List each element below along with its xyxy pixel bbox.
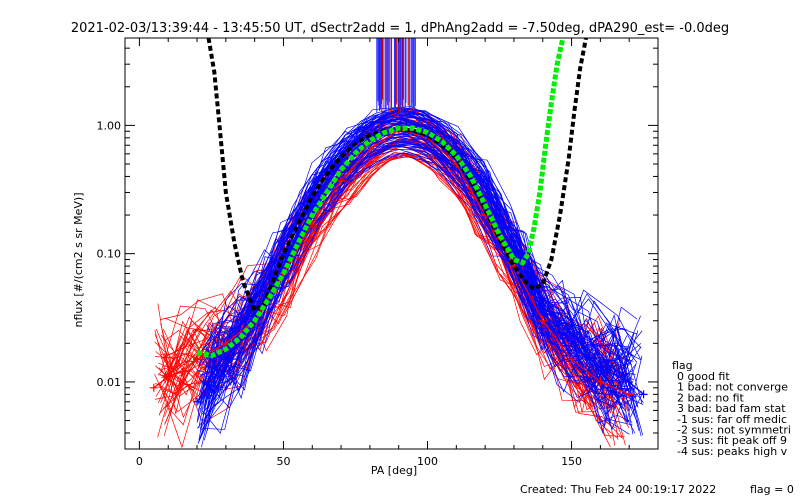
- data-point: [625, 390, 634, 399]
- x-tick-label: 150: [561, 455, 582, 468]
- x-tick-label: 0: [136, 455, 143, 468]
- trace-fan-blue: [196, 106, 644, 448]
- legend-entry: -3 sus: fit peak off 9: [677, 434, 787, 447]
- data-point: [596, 363, 605, 372]
- x-tick-label: 50: [276, 455, 290, 468]
- data-point: [149, 383, 158, 392]
- y-tick-label: 0.10: [97, 248, 122, 261]
- data-point: [221, 355, 230, 364]
- trace-fan-red: [154, 107, 630, 449]
- trace-line: [198, 113, 635, 390]
- legend-entry: -2 sus: not symmetri: [677, 424, 791, 437]
- data-point: [193, 397, 202, 406]
- y-axis-label: nflux [#/(cm2 s sr MeV)]: [72, 193, 85, 328]
- trace-line: [203, 149, 631, 409]
- trace-line: [198, 110, 628, 370]
- data-point: [193, 355, 202, 364]
- fit-curve-green: [196, 38, 566, 359]
- x-tick-label: 100: [417, 455, 438, 468]
- legend-entry: -1 sus: far off medic: [677, 413, 787, 426]
- trace-line: [198, 114, 628, 388]
- axes: 0 50 100 150 0.01 0.10 1.00: [97, 37, 659, 468]
- trace-line: [198, 144, 638, 443]
- data-point: [567, 355, 576, 364]
- data-point: [567, 339, 576, 348]
- data-point: [337, 176, 346, 185]
- trace-line: [155, 152, 623, 439]
- data-point: [596, 377, 605, 386]
- y-tick-label: 0.01: [97, 376, 122, 389]
- data-point: [481, 192, 490, 201]
- flag-indicator: flag = 0: [750, 483, 794, 496]
- legend-entry: 3 bad: bad fam stat: [677, 402, 786, 415]
- trace-line: [203, 152, 637, 441]
- trace-line: [202, 107, 634, 409]
- x-axis-label: PA [deg]: [371, 464, 417, 477]
- data-point: [178, 367, 187, 376]
- legend-entry: 2 bad: no fit: [677, 391, 745, 404]
- y-tick-label: 1.00: [97, 119, 122, 132]
- data-point: [365, 145, 374, 154]
- trace-line: [204, 132, 635, 415]
- data-point: [639, 390, 648, 399]
- trace-line: [197, 127, 626, 444]
- trace-line: [203, 140, 634, 425]
- trace-line: [207, 136, 643, 424]
- data-point: [221, 339, 230, 348]
- legend-title: flag: [672, 359, 693, 372]
- data-point: [538, 316, 547, 325]
- data-point: [625, 377, 634, 386]
- data-point: [538, 308, 547, 317]
- plot-frame: [124, 37, 659, 450]
- trace-line: [207, 139, 622, 428]
- legend-entry: 1 bad: not converge: [677, 381, 788, 394]
- data-point: [164, 372, 173, 381]
- trace-line: [157, 116, 619, 440]
- trace-line: [201, 114, 636, 434]
- chart-title: 2021-02-03/13:39:44 - 13:45:50 UT, dSect…: [71, 21, 729, 36]
- trace-line: [155, 150, 612, 439]
- trace-line: [198, 144, 626, 397]
- trace-line: [199, 120, 638, 357]
- created-timestamp: Created: Thu Feb 24 00:19:17 2022: [520, 483, 716, 496]
- peak-spikes: [376, 38, 416, 114]
- legend-entry: 0 good fit: [677, 370, 730, 383]
- legend-entry: -4 sus: peaks high v: [677, 445, 788, 458]
- trace-line: [163, 154, 616, 446]
- data-layer: [149, 38, 648, 449]
